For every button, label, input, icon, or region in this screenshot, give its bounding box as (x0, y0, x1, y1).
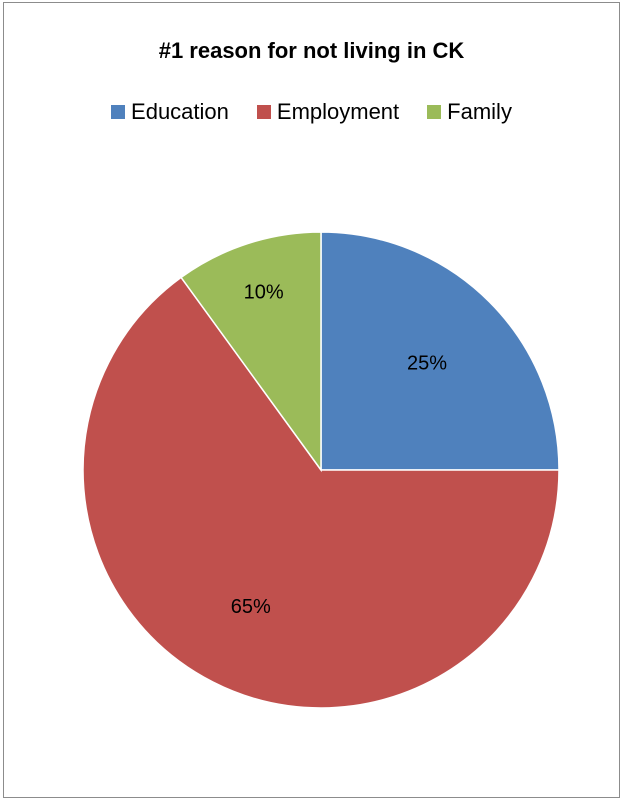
legend-label-education: Education (131, 99, 229, 124)
legend-swatch-education (111, 105, 126, 119)
legend-label-employment: Employment (276, 99, 400, 124)
legend-label-family: Family (447, 99, 512, 124)
chart-frame: #1 reason for not living in CK Education… (3, 2, 620, 798)
data-label-family: 10% (244, 282, 284, 304)
pie-slice-employment (82, 276, 560, 709)
chart-title: #1 reason for not living in CK (158, 38, 465, 63)
legend-item-family: Family (427, 99, 512, 125)
pie-slice-education (320, 231, 560, 471)
data-label-employment: 65% (231, 596, 271, 618)
legend: Education Employment Family (4, 99, 619, 125)
legend-swatch-employment (256, 105, 271, 119)
pie-slice-family (180, 231, 322, 473)
legend-item-employment: Employment (256, 99, 400, 125)
pie-chart: 25% 65% 10% (82, 231, 560, 709)
legend-swatch-family (427, 105, 442, 119)
legend-item-education: Education (111, 99, 229, 125)
data-label-education: 25% (407, 352, 447, 374)
